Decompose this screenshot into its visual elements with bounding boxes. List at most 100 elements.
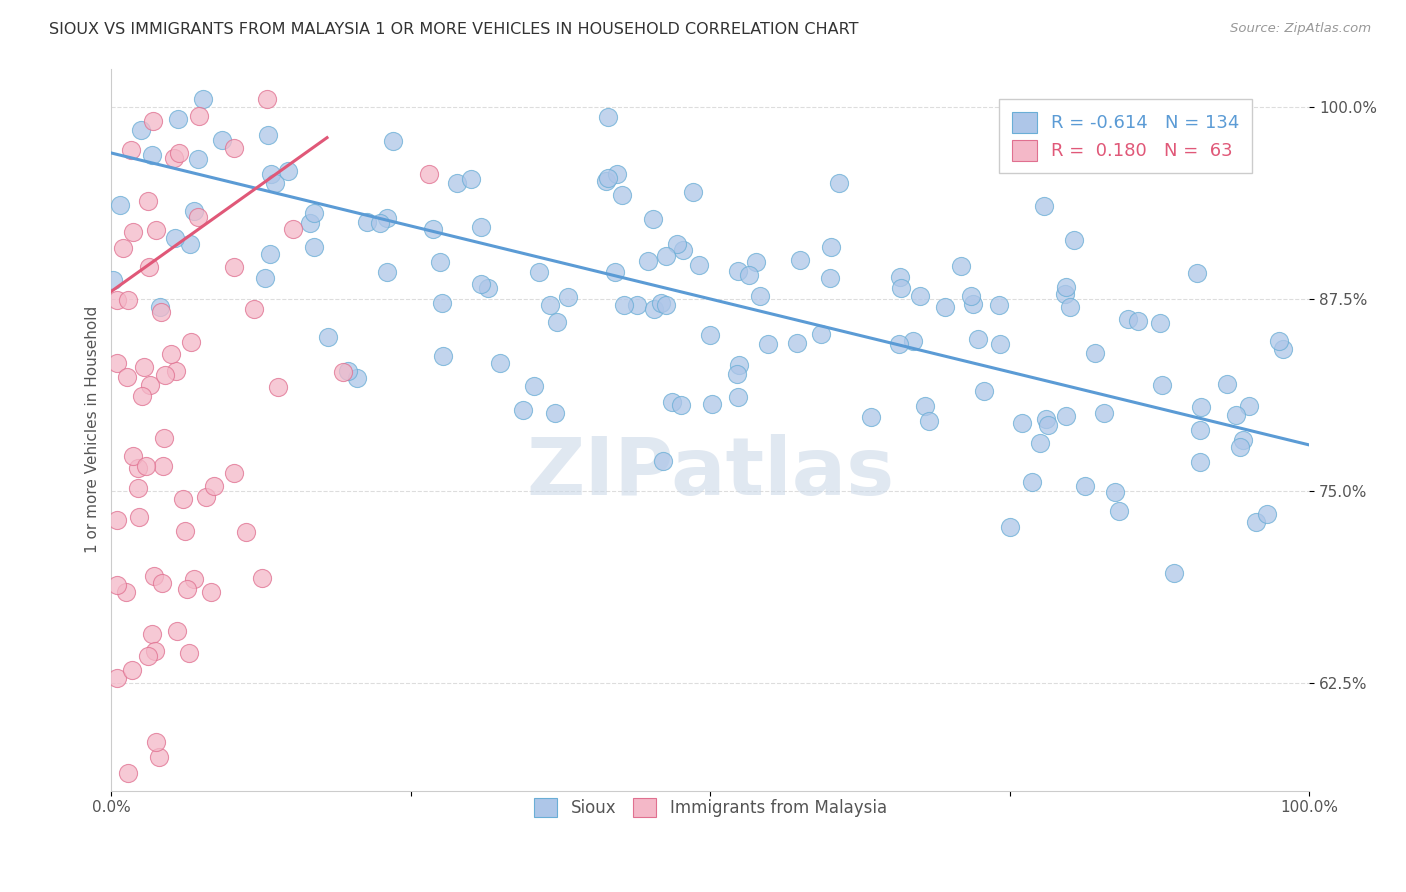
- Point: [1063, 233, 1085, 247]
- Point: [174, 524, 197, 538]
- Point: [641, 211, 664, 226]
- Point: [934, 300, 956, 314]
- Point: [1189, 455, 1212, 469]
- Text: SIOUX VS IMMIGRANTS FROM MALAYSIA 1 OR MORE VEHICLES IN HOUSEHOLD CORRELATION CH: SIOUX VS IMMIGRANTS FROM MALAYSIA 1 OR M…: [49, 22, 859, 37]
- Point: [962, 297, 984, 311]
- Point: [1054, 287, 1077, 301]
- Point: [1268, 334, 1291, 348]
- Point: [135, 459, 157, 474]
- Point: [377, 211, 399, 226]
- Point: [337, 364, 360, 378]
- Point: [163, 152, 186, 166]
- Point: [1092, 406, 1115, 420]
- Point: [120, 144, 142, 158]
- Point: [1189, 423, 1212, 437]
- Point: [818, 271, 841, 285]
- Text: ZIPatlas: ZIPatlas: [526, 434, 894, 512]
- Point: [557, 290, 579, 304]
- Point: [418, 167, 440, 181]
- Point: [160, 346, 183, 360]
- Point: [901, 334, 924, 348]
- Point: [136, 648, 159, 663]
- Point: [603, 265, 626, 279]
- Point: [149, 300, 172, 314]
- Point: [222, 466, 245, 480]
- Point: [725, 367, 748, 381]
- Point: [820, 240, 842, 254]
- Point: [1239, 400, 1261, 414]
- Point: [176, 582, 198, 596]
- Point: [167, 112, 190, 127]
- Point: [1084, 345, 1107, 359]
- Point: [728, 358, 751, 372]
- Point: [172, 492, 194, 507]
- Point: [727, 390, 749, 404]
- Point: [1163, 566, 1185, 581]
- Point: [1104, 485, 1126, 500]
- Point: [595, 174, 617, 188]
- Point: [143, 644, 166, 658]
- Point: [523, 379, 546, 393]
- Point: [277, 163, 299, 178]
- Point: [134, 360, 156, 375]
- Point: [165, 230, 187, 244]
- Point: [122, 449, 145, 463]
- Point: [122, 225, 145, 239]
- Point: [430, 296, 453, 310]
- Point: [267, 380, 290, 394]
- Point: [598, 171, 620, 186]
- Point: [429, 255, 451, 269]
- Point: [789, 253, 811, 268]
- Point: [101, 273, 124, 287]
- Point: [1150, 378, 1173, 392]
- Point: [422, 222, 444, 236]
- Point: [105, 513, 128, 527]
- Point: [1108, 503, 1130, 517]
- Point: [786, 336, 808, 351]
- Point: [112, 242, 135, 256]
- Point: [256, 92, 278, 106]
- Point: [988, 337, 1011, 351]
- Point: [191, 92, 214, 106]
- Point: [973, 384, 995, 398]
- Point: [477, 281, 499, 295]
- Point: [128, 509, 150, 524]
- Point: [243, 301, 266, 316]
- Text: Source: ZipAtlas.com: Source: ZipAtlas.com: [1230, 22, 1371, 36]
- Point: [211, 133, 233, 147]
- Point: [1185, 266, 1208, 280]
- Point: [253, 271, 276, 285]
- Point: [546, 315, 568, 329]
- Point: [105, 671, 128, 685]
- Point: [150, 305, 173, 319]
- Point: [828, 177, 851, 191]
- Point: [700, 396, 723, 410]
- Point: [194, 490, 217, 504]
- Point: [1225, 408, 1247, 422]
- Point: [179, 236, 201, 251]
- Point: [129, 122, 152, 136]
- Point: [115, 585, 138, 599]
- Point: [127, 461, 149, 475]
- Point: [1256, 507, 1278, 521]
- Point: [139, 378, 162, 392]
- Point: [183, 203, 205, 218]
- Point: [1074, 479, 1097, 493]
- Point: [637, 253, 659, 268]
- Point: [1059, 301, 1081, 315]
- Point: [264, 176, 287, 190]
- Point: [1011, 417, 1033, 431]
- Point: [988, 298, 1011, 312]
- Point: [1216, 376, 1239, 391]
- Point: [612, 187, 634, 202]
- Point: [187, 210, 209, 224]
- Point: [527, 265, 550, 279]
- Point: [281, 221, 304, 235]
- Point: [914, 399, 936, 413]
- Point: [1054, 279, 1077, 293]
- Point: [183, 572, 205, 586]
- Point: [1000, 520, 1022, 534]
- Point: [1028, 435, 1050, 450]
- Point: [332, 365, 354, 379]
- Point: [1126, 314, 1149, 328]
